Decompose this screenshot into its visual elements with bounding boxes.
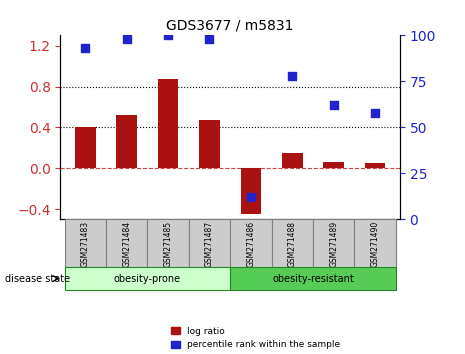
- Point: [81, 45, 89, 51]
- Point: [372, 110, 379, 115]
- Text: GSM271486: GSM271486: [246, 221, 255, 267]
- FancyBboxPatch shape: [354, 219, 396, 269]
- Bar: [75, 127, 96, 169]
- Point: [206, 36, 213, 42]
- FancyBboxPatch shape: [272, 219, 313, 269]
- Text: GSM271483: GSM271483: [81, 221, 90, 267]
- Point: [289, 73, 296, 79]
- Bar: [240, 169, 261, 215]
- Title: GDS3677 / m5831: GDS3677 / m5831: [166, 19, 294, 33]
- Bar: [323, 162, 344, 169]
- Bar: [282, 153, 303, 169]
- FancyBboxPatch shape: [313, 219, 354, 269]
- Bar: [116, 115, 137, 169]
- FancyBboxPatch shape: [230, 267, 396, 290]
- Text: obesity-prone: obesity-prone: [114, 274, 181, 284]
- FancyBboxPatch shape: [65, 267, 230, 290]
- FancyBboxPatch shape: [65, 219, 106, 269]
- FancyBboxPatch shape: [106, 219, 147, 269]
- Point: [123, 36, 130, 42]
- Legend: log ratio, percentile rank within the sample: log ratio, percentile rank within the sa…: [171, 327, 340, 349]
- Point: [330, 103, 338, 108]
- FancyBboxPatch shape: [189, 219, 230, 269]
- Text: GSM271485: GSM271485: [164, 221, 173, 267]
- Text: GSM271484: GSM271484: [122, 221, 131, 267]
- Bar: [365, 163, 385, 169]
- Point: [164, 33, 172, 38]
- Text: GSM271488: GSM271488: [288, 221, 297, 267]
- Text: GSM271487: GSM271487: [205, 221, 214, 267]
- Text: obesity-resistant: obesity-resistant: [272, 274, 354, 284]
- Bar: [199, 120, 220, 169]
- Text: disease state: disease state: [5, 274, 70, 284]
- Text: GSM271490: GSM271490: [371, 221, 379, 267]
- FancyBboxPatch shape: [230, 219, 272, 269]
- Bar: [158, 79, 179, 169]
- Text: GSM271489: GSM271489: [329, 221, 338, 267]
- Point: [247, 195, 255, 200]
- FancyBboxPatch shape: [147, 219, 189, 269]
